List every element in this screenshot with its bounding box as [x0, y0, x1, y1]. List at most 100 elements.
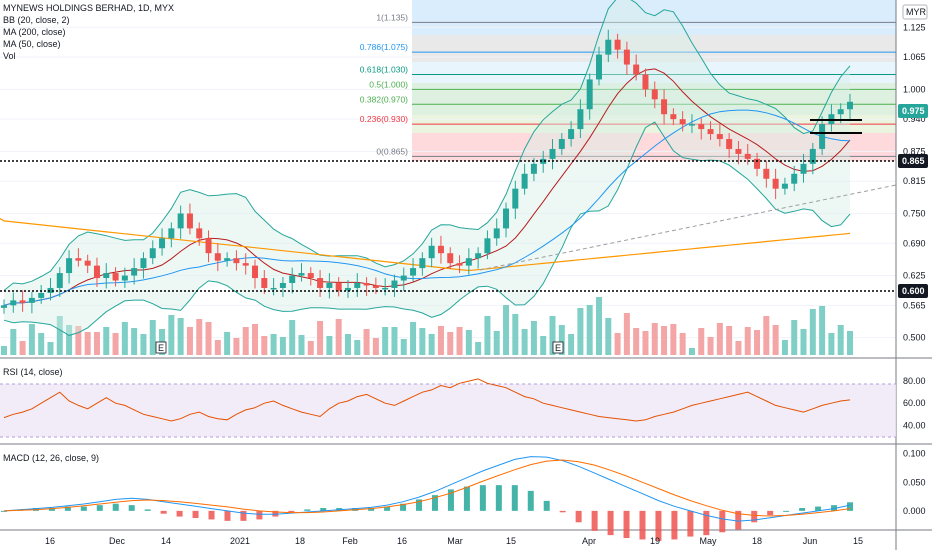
candle-body — [623, 49, 630, 65]
macd-legend[interactable]: MACD (12, 26, close, 9) — [3, 453, 100, 463]
volume-bar — [242, 327, 249, 355]
candle-body — [428, 245, 435, 259]
candle-body — [754, 158, 761, 169]
fib-zone-4 — [412, 99, 896, 115]
candle-body — [354, 283, 361, 288]
macd-histogram-bar — [847, 502, 853, 511]
volume-bar — [828, 333, 835, 355]
price-tick-label: 1.065 — [903, 52, 926, 62]
fib-levels: 1(1.135) 0.786(1.075) 0.618(1.030) 0.5(1.00… — [360, 12, 896, 157]
candle-body — [679, 119, 686, 125]
macd-histogram-bar — [463, 486, 470, 511]
macd-histogram-bar — [703, 510, 710, 536]
macd-histogram-bar — [224, 510, 231, 521]
macd-histogram-bar — [607, 510, 614, 536]
volume-bar — [744, 327, 751, 355]
volume-bar — [819, 306, 826, 355]
macd-histogram-bar — [751, 510, 758, 523]
legend-ma200[interactable]: MA (200, close) — [3, 27, 66, 37]
candle-body — [512, 188, 519, 209]
volume-bar — [344, 334, 351, 355]
price-tick-label: 0.625 — [903, 271, 926, 281]
candle-body — [540, 158, 547, 164]
fib-label: 0.382(0.970) — [360, 94, 408, 104]
macd-histogram-bar — [400, 503, 407, 511]
macd-tick-label: 0.100 — [903, 449, 926, 459]
candle-body — [382, 287, 389, 290]
rsi-tick-label: 60.00 — [903, 398, 926, 408]
volume-bar — [428, 334, 435, 355]
support-price-tag: 0.600 — [898, 284, 928, 298]
volume-bar — [298, 335, 305, 355]
symbol-title[interactable]: MYNEWS HOLDINGS BERHAD, 1D, MYX — [3, 3, 175, 13]
volume-bar — [103, 327, 110, 355]
candle-body — [38, 292, 45, 298]
macd-histogram-bar — [64, 506, 71, 511]
candle-body — [224, 258, 231, 261]
macd-axis[interactable]: 0.100 0.050 0.000 — [903, 449, 926, 516]
volume-bar — [326, 336, 333, 355]
currency-button[interactable]: MYR — [902, 4, 928, 20]
time-tick-label: 15 — [506, 536, 516, 546]
price-tick-label: 1.125 — [903, 22, 926, 32]
candle-body — [605, 39, 612, 55]
price-tick-label: 0.565 — [903, 300, 926, 310]
volume-bar — [66, 325, 73, 355]
earnings-marker[interactable]: E — [552, 341, 564, 354]
fib-label: 0.618(1.030) — [360, 64, 408, 74]
volume-bar — [372, 338, 379, 355]
volume-bar — [233, 338, 240, 355]
legend-vol[interactable]: Vol — [3, 51, 16, 61]
time-tick-label: Feb — [342, 536, 358, 546]
fib-zone-2 — [412, 62, 896, 83]
legend-bb[interactable]: BB (20, close, 2) — [3, 15, 70, 25]
macd-histogram-bar — [623, 510, 630, 538]
macd-histogram-bar — [559, 510, 566, 513]
volume-bar — [521, 329, 528, 355]
price-axis[interactable]: 1.125 1.065 1.000 0.940 0.875 0.815 0.750 0.690… — [903, 22, 926, 342]
macd-signal-line — [3, 459, 851, 517]
svg-text:0.600: 0.600 — [902, 286, 925, 296]
svg-text:0.975: 0.975 — [902, 106, 925, 116]
volume-bar — [177, 318, 184, 355]
candle-body — [279, 283, 286, 288]
macd-histogram-bar — [447, 489, 454, 511]
macd-histogram-bar — [431, 495, 438, 511]
candle-body — [298, 273, 305, 276]
candle-body — [568, 129, 575, 140]
volume-bar — [149, 320, 156, 355]
legend-ma50[interactable]: MA (50, close) — [3, 39, 61, 49]
candle-body — [1, 305, 7, 308]
ma50-line — [3, 109, 851, 306]
candle-body — [549, 148, 556, 159]
earnings-marker[interactable]: E — [155, 341, 167, 354]
volume-bar — [93, 332, 100, 355]
volume-bar — [19, 341, 26, 355]
trendline[interactable] — [479, 184, 897, 271]
macd-histogram-bar — [671, 510, 678, 540]
macd-histogram-bar — [719, 510, 726, 533]
volume-bar — [595, 297, 602, 355]
resistance-price-tag: 0.865 — [898, 154, 928, 168]
time-axis[interactable]: 16 Dec 14 2021 18 Feb 16 Mar 15 Apr 19 May 18 Jun 15 — [45, 536, 863, 546]
rsi-axis[interactable]: 80.00 60.00 40.00 — [903, 376, 926, 430]
candle-body — [28, 297, 35, 303]
price-tick-label: 1.000 — [903, 84, 926, 94]
candlesticks[interactable] — [1, 29, 853, 314]
fib-label: 0.236(0.930) — [360, 114, 408, 124]
candle-body — [698, 124, 705, 130]
candle-body — [363, 283, 370, 286]
candle-body — [847, 101, 853, 110]
volume-bar — [809, 309, 816, 355]
volume-bar — [484, 316, 491, 355]
volume-bar — [698, 328, 705, 355]
volume-bar — [447, 332, 454, 355]
volume-bar — [419, 328, 426, 355]
candle-body — [121, 275, 128, 281]
candle-body — [484, 238, 491, 254]
price-tick-label: 0.815 — [903, 176, 926, 186]
volume-bar — [642, 331, 649, 355]
rsi-legend[interactable]: RSI (14, close) — [3, 367, 63, 377]
macd-histogram-bar — [160, 510, 167, 514]
